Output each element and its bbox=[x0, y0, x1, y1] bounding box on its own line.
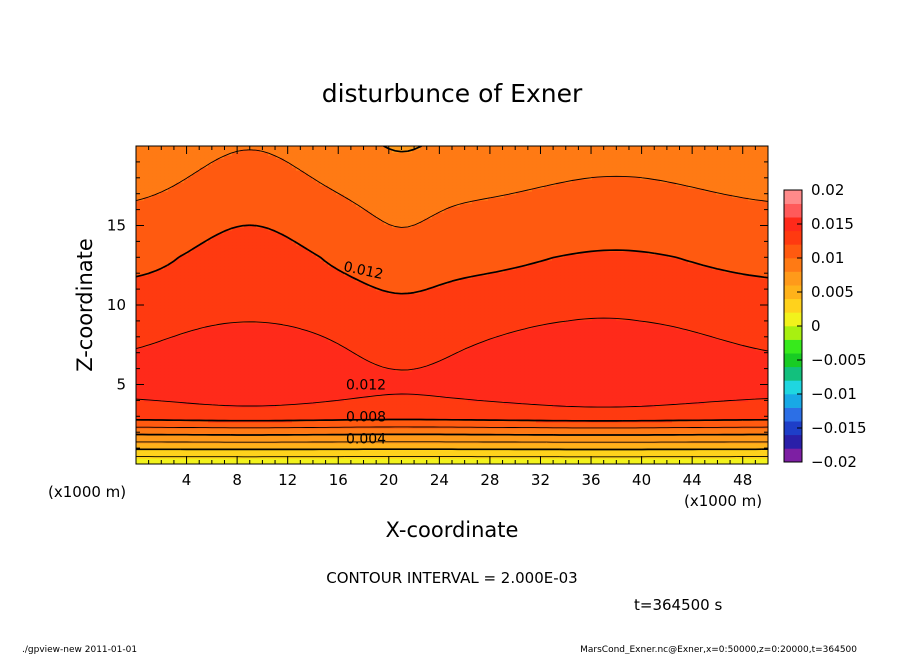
x-tick-label: 48 bbox=[733, 471, 752, 489]
colorbar-swatch bbox=[784, 285, 802, 300]
y-tick-label: 10 bbox=[107, 296, 126, 314]
colorbar-tick-label: −0.015 bbox=[811, 419, 867, 437]
colorbar-swatch bbox=[784, 326, 802, 340]
colorbar-swatch bbox=[784, 353, 802, 368]
x-tick-label: 36 bbox=[581, 471, 600, 489]
contour-line bbox=[136, 146, 768, 436]
colorbar-tick-label: 0.015 bbox=[811, 215, 854, 233]
x-tick-label: 44 bbox=[683, 471, 702, 489]
colorbar-swatch bbox=[784, 271, 802, 286]
colorbar-swatch bbox=[784, 421, 802, 436]
colorbar-swatch bbox=[784, 366, 802, 381]
contour-line bbox=[136, 317, 768, 408]
colorbar-tick-label: −0.005 bbox=[811, 351, 867, 369]
colorbar-tick-label: 0.005 bbox=[811, 283, 854, 301]
y-axis: 5 10 15 bbox=[107, 161, 768, 449]
x-tick-label: 16 bbox=[329, 471, 348, 489]
colorbar-swatch bbox=[784, 230, 802, 245]
colorbar-tick-label: −0.01 bbox=[811, 385, 857, 403]
footer-left: ./gpview-new 2011-01-01 bbox=[22, 645, 137, 654]
contour-line bbox=[136, 149, 768, 429]
x-axis-label: X-coordinate bbox=[386, 518, 519, 542]
colorbar-swatch bbox=[784, 258, 802, 272]
time-text: t=364500 s bbox=[634, 596, 722, 614]
x-tick-label: 8 bbox=[232, 471, 242, 489]
x-tick-label: 32 bbox=[531, 471, 550, 489]
colorbar-tick-label: 0.01 bbox=[811, 249, 844, 267]
y-tick-label: 5 bbox=[116, 376, 126, 394]
contour-field bbox=[136, 146, 768, 464]
colorbar-tick-label: 0 bbox=[811, 317, 821, 335]
x-unit-right: (x1000 m) bbox=[684, 492, 762, 510]
colorbar-swatch bbox=[784, 434, 802, 449]
colorbar-swatch bbox=[784, 407, 802, 422]
x-tick-label: 40 bbox=[632, 471, 651, 489]
contour-lines bbox=[136, 146, 768, 458]
colorbar-swatch bbox=[784, 190, 802, 204]
colorbar-swatch bbox=[784, 380, 802, 395]
colorbar-swatch bbox=[784, 298, 802, 313]
footer-right: MarsCond_Exner.nc@Exner,x=0:50000,z=0:20… bbox=[580, 645, 857, 654]
colorbar: 0.02 0.015 0.01 0.005 0 −0.005 −0.01 −0.015 −0.0… bbox=[783, 181, 867, 471]
x-axis: 4 8 12 16 20 24 28 32 36 40 44 48 bbox=[148, 146, 756, 489]
contour-label: 0.004 bbox=[346, 432, 386, 448]
colorbar-swatch bbox=[784, 448, 802, 463]
colorbar-swatch bbox=[784, 312, 802, 327]
colorbar-swatch bbox=[784, 217, 802, 232]
colorbar-tick-label: −0.02 bbox=[811, 453, 857, 471]
x-tick-label: 20 bbox=[379, 471, 398, 489]
chart-title: disturbunce of Exner bbox=[322, 79, 583, 108]
colorbar-swatch bbox=[784, 394, 802, 408]
y-axis-label: Z-coordinate bbox=[73, 238, 97, 372]
contour-label: 0.012 bbox=[346, 378, 386, 394]
contour-label: 0.008 bbox=[346, 409, 386, 425]
x-tick-label: 28 bbox=[480, 471, 499, 489]
x-unit-left: (x1000 m) bbox=[48, 483, 126, 501]
colorbar-tick-label: 0.02 bbox=[811, 181, 844, 199]
x-tick-label: 4 bbox=[182, 471, 192, 489]
contour-interval-text: CONTOUR INTERVAL = 2.000E-03 bbox=[326, 569, 577, 587]
y-tick-label: 15 bbox=[107, 217, 126, 235]
x-tick-label: 24 bbox=[430, 471, 449, 489]
colorbar-swatch bbox=[784, 244, 802, 259]
colorbar-swatch bbox=[784, 203, 802, 218]
colorbar-swatch bbox=[784, 339, 802, 354]
contour-line bbox=[136, 224, 768, 422]
x-tick-label: 12 bbox=[278, 471, 297, 489]
